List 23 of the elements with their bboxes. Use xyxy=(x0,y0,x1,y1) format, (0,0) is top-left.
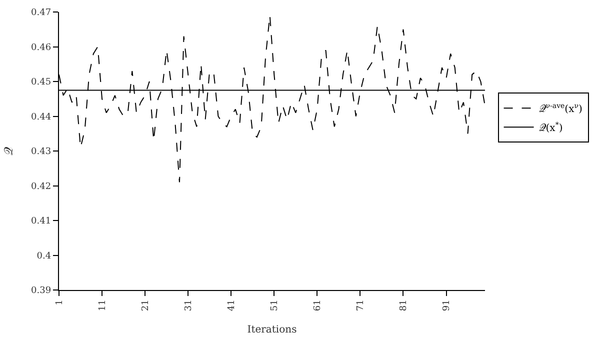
x-tick-label: 71 xyxy=(356,300,366,312)
y-axis-title: 𝒬 xyxy=(1,146,16,156)
x-tick-label: 91 xyxy=(442,300,452,312)
x-tick-label: 81 xyxy=(399,300,410,312)
y-tick-label: 0.4 xyxy=(36,251,52,262)
y-tick-label: 0.47 xyxy=(31,8,52,18)
x-tick-label: 41 xyxy=(227,300,238,312)
y-tick-label: 0.45 xyxy=(31,78,52,88)
x-tick-label: 31 xyxy=(184,300,194,312)
x-tick-label: 51 xyxy=(270,300,280,312)
x-tick-label: 11 xyxy=(98,300,108,312)
y-tick-label: 0.44 xyxy=(31,112,52,122)
y-tick-label: 0.41 xyxy=(31,216,52,227)
x-tick-label: 61 xyxy=(313,300,324,312)
legend-label: 𝒬(x$^{*}$) xyxy=(538,120,563,134)
x-tick-label: 1 xyxy=(54,300,65,306)
y-tick-label: 0.42 xyxy=(31,182,52,192)
y-tick-label: 0.43 xyxy=(31,147,52,158)
x-tick-label: 21 xyxy=(140,300,151,312)
x-axis-title: Iterations xyxy=(247,324,297,336)
legend-label: 𝒬$^{ν-ave}$(x$^{ν}$) xyxy=(538,102,582,116)
y-tick-label: 0.39 xyxy=(31,286,52,296)
y-tick-label: 0.46 xyxy=(31,42,52,53)
